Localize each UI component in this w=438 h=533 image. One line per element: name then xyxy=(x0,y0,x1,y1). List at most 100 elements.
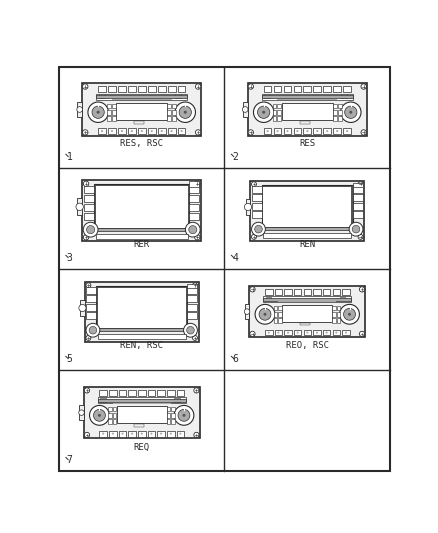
Circle shape xyxy=(102,433,104,435)
Circle shape xyxy=(316,332,318,334)
Bar xyxy=(274,128,281,134)
Bar xyxy=(263,187,351,228)
Circle shape xyxy=(248,130,254,135)
Bar xyxy=(128,431,136,437)
Circle shape xyxy=(121,433,124,435)
Circle shape xyxy=(250,287,255,292)
Bar xyxy=(138,128,146,134)
Bar xyxy=(274,318,277,323)
Bar xyxy=(85,281,199,342)
Bar xyxy=(265,297,272,301)
Circle shape xyxy=(187,326,194,334)
Circle shape xyxy=(348,313,351,316)
Circle shape xyxy=(83,222,98,237)
Circle shape xyxy=(258,106,270,118)
Bar xyxy=(79,405,84,421)
Bar xyxy=(175,94,181,98)
Circle shape xyxy=(189,225,197,233)
Circle shape xyxy=(262,111,265,114)
Circle shape xyxy=(88,102,108,123)
Bar xyxy=(263,233,351,238)
Circle shape xyxy=(184,111,187,114)
Bar xyxy=(333,103,337,108)
Bar xyxy=(82,83,201,136)
Bar xyxy=(82,180,201,241)
Bar xyxy=(187,295,197,302)
Bar xyxy=(300,323,310,326)
Bar xyxy=(99,94,105,98)
Circle shape xyxy=(160,433,162,435)
Bar xyxy=(84,195,94,202)
Bar xyxy=(341,94,346,98)
Bar xyxy=(98,328,186,332)
Bar xyxy=(342,289,350,295)
Bar xyxy=(107,103,111,108)
Circle shape xyxy=(175,102,195,123)
Bar xyxy=(353,183,363,188)
Circle shape xyxy=(83,130,88,135)
Circle shape xyxy=(93,409,106,421)
Bar xyxy=(112,103,116,108)
Bar xyxy=(98,334,186,339)
Bar xyxy=(245,304,249,319)
Circle shape xyxy=(170,433,172,435)
Bar xyxy=(332,289,340,295)
Circle shape xyxy=(85,432,89,438)
Bar xyxy=(172,110,176,115)
Bar xyxy=(108,128,116,134)
Circle shape xyxy=(76,203,83,211)
Bar xyxy=(108,86,116,92)
Bar xyxy=(243,102,247,117)
Circle shape xyxy=(77,107,82,112)
Bar xyxy=(98,288,186,328)
Bar xyxy=(134,424,144,426)
Bar xyxy=(178,86,185,92)
Circle shape xyxy=(297,130,298,132)
Bar xyxy=(128,128,136,134)
Circle shape xyxy=(141,130,143,132)
Bar xyxy=(264,128,272,134)
Bar xyxy=(99,390,107,396)
Circle shape xyxy=(349,222,363,236)
Bar xyxy=(278,312,282,317)
Bar xyxy=(96,93,187,100)
Circle shape xyxy=(92,106,104,118)
Bar xyxy=(353,195,363,201)
Bar xyxy=(128,390,136,396)
Bar xyxy=(96,228,187,231)
Bar xyxy=(167,431,174,437)
Bar xyxy=(338,110,342,115)
Circle shape xyxy=(195,84,201,89)
Bar xyxy=(107,110,111,115)
Text: REN: REN xyxy=(299,240,315,249)
Bar xyxy=(246,198,250,215)
Bar xyxy=(166,413,170,418)
Circle shape xyxy=(141,433,143,435)
Bar xyxy=(263,296,351,302)
Bar xyxy=(272,103,276,108)
Bar xyxy=(284,329,292,335)
Bar xyxy=(275,329,282,335)
Bar xyxy=(252,203,261,209)
Circle shape xyxy=(325,332,328,334)
Circle shape xyxy=(251,235,256,239)
Circle shape xyxy=(250,331,255,336)
Circle shape xyxy=(83,181,89,187)
Bar xyxy=(265,289,272,295)
Text: RES: RES xyxy=(299,139,315,148)
Bar xyxy=(167,116,171,121)
Bar xyxy=(247,83,367,136)
Bar xyxy=(112,99,172,100)
Circle shape xyxy=(251,182,256,187)
Circle shape xyxy=(341,102,361,123)
Bar xyxy=(84,204,94,211)
Bar xyxy=(112,110,116,115)
Bar xyxy=(113,407,117,411)
Bar xyxy=(277,103,281,108)
Bar xyxy=(178,128,185,134)
Circle shape xyxy=(349,111,352,114)
Bar xyxy=(277,110,281,115)
Bar xyxy=(189,195,199,202)
Circle shape xyxy=(336,130,338,132)
Circle shape xyxy=(287,332,289,334)
